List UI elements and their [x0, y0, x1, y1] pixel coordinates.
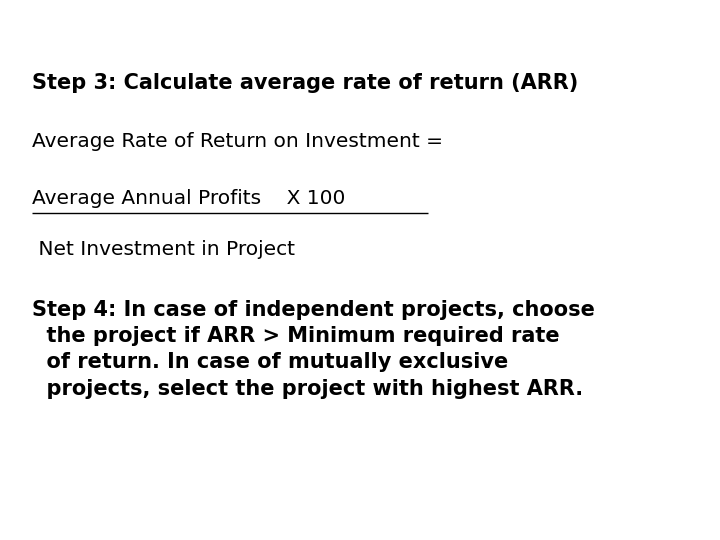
- Text: Step 4: In case of independent projects, choose
  the project if ARR > Minimum r: Step 4: In case of independent projects,…: [32, 300, 595, 399]
- Text: Step 3: Calculate average rate of return (ARR): Step 3: Calculate average rate of return…: [32, 73, 579, 93]
- Text: Average Annual Profits    X 100: Average Annual Profits X 100: [32, 189, 346, 208]
- Text: Net Investment in Project: Net Investment in Project: [32, 240, 295, 259]
- Text: Average Rate of Return on Investment =: Average Rate of Return on Investment =: [32, 132, 444, 151]
